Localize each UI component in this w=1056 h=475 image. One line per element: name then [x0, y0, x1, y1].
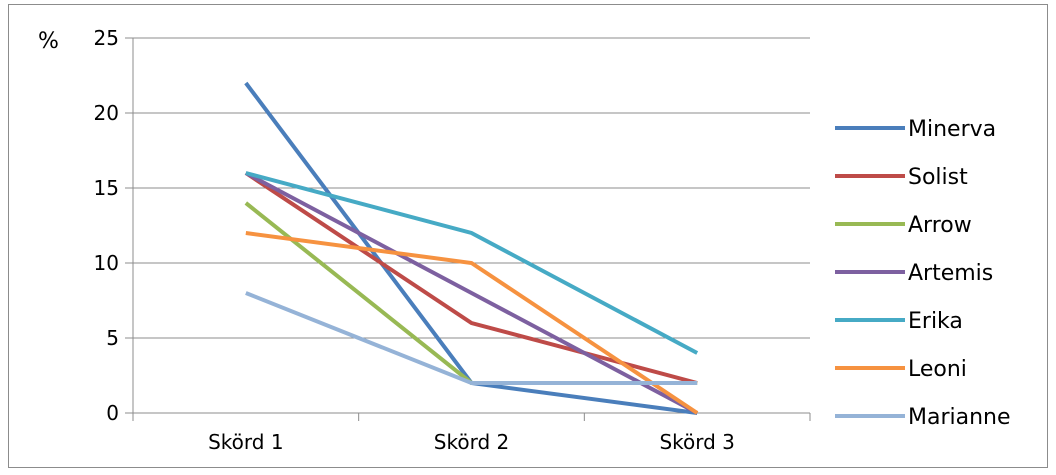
legend-label: Solist [908, 165, 968, 190]
series-line-leoni [245, 231, 699, 415]
series-line-artemis [244, 171, 699, 415]
y-tick-label: 25 [94, 26, 119, 50]
x-tick-label: Skörd 1 [208, 430, 283, 454]
legend-item-artemis: Artemis [835, 261, 993, 286]
axes [125, 37, 811, 421]
series-line-solist [244, 171, 698, 385]
legend-label: Arrow [908, 213, 972, 238]
y-tick-labels: 0 5 10 15 20 25 [94, 26, 119, 425]
legend-label: Marianne [908, 405, 1011, 430]
y-tick-label: 5 [106, 326, 119, 350]
legend-item-minerva: Minerva [835, 117, 996, 142]
y-unit-label: % [38, 29, 59, 54]
x-tick-label: Skörd 2 [434, 430, 509, 454]
series-line-erika [245, 171, 699, 355]
y-tick-label: 0 [106, 401, 119, 425]
series-line-marianne [245, 291, 698, 385]
series-lines [244, 81, 699, 415]
legend-label: Erika [908, 309, 963, 334]
y-tick-label: 10 [94, 251, 119, 275]
legend-label: Artemis [908, 261, 993, 286]
x-tick-label: Skörd 3 [659, 430, 734, 454]
legend-item-solist: Solist [835, 165, 968, 190]
legend-label: Leoni [908, 357, 967, 382]
legend-item-erika: Erika [835, 309, 963, 334]
legend-item-marianne: Marianne [835, 405, 1011, 430]
legend-item-arrow: Arrow [835, 213, 972, 238]
y-tick-label: 20 [94, 101, 119, 125]
x-tick-labels: Skörd 1 Skörd 2 Skörd 3 [208, 430, 735, 454]
legend: Minerva Solist Arrow Artemis Erika Leoni Maria… [835, 117, 1011, 430]
y-tick-label: 15 [94, 176, 119, 200]
legend-label: Minerva [908, 117, 996, 142]
legend-item-leoni: Leoni [835, 357, 967, 382]
